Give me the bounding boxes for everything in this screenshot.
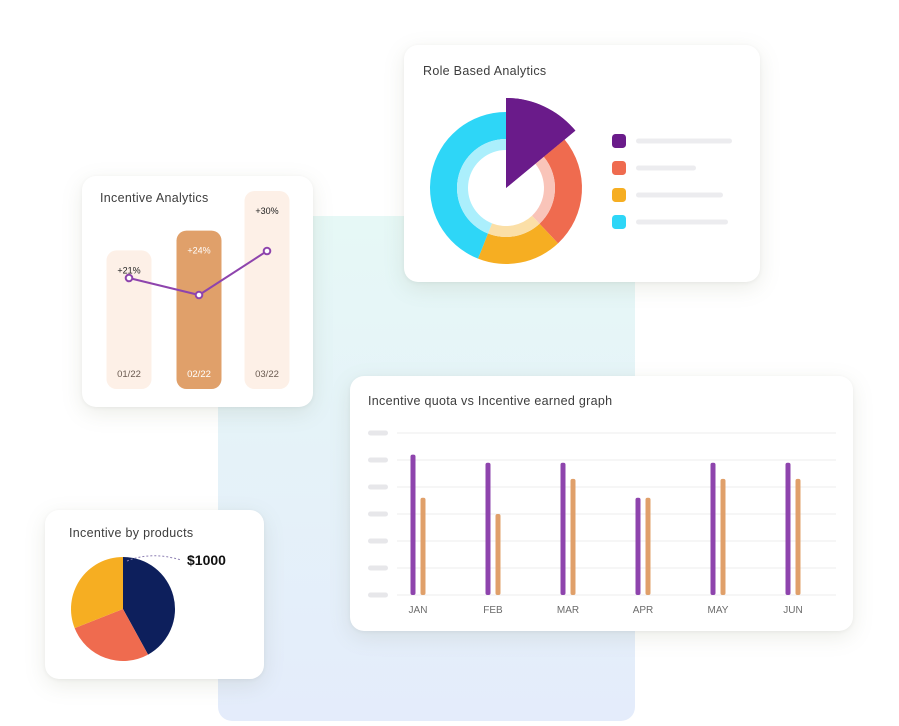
y-tick-placeholder [368,511,388,517]
role-based-title: Role Based Analytics [423,64,547,78]
y-tick-placeholder [368,592,388,598]
bar-apr-series-1 [635,497,641,595]
donut-slice [539,139,582,244]
trend-point [194,290,204,300]
bar-category-label: 02/22 [187,369,211,380]
y-tick-placeholder [368,430,388,436]
donut-inner-band [457,139,506,234]
y-tick-placeholder [368,484,388,490]
bar-jan-series-1 [410,454,416,595]
x-tick-label: FEB [483,605,503,616]
pie-slice [123,557,176,655]
incentive-analytics-title: Incentive Analytics [100,191,209,205]
y-tick-placeholder [368,565,388,571]
legend-swatch [612,134,626,148]
trend-point [124,273,134,283]
bar-category-label: 03/22 [255,369,279,380]
x-tick-label: MAR [557,605,579,616]
bar-feb-series-2 [495,514,501,595]
bar-mar-series-2 [570,478,576,595]
donut-inner-band [487,215,540,237]
incentive-analytics-chart: +21% 01/22 +24% 02/22 +30% 03/22 [106,191,290,389]
donut-slice [478,223,559,264]
pie-slice [71,557,123,629]
bar-apr-series-2 [645,497,651,595]
role-based-analytics-card: Role Based Analytics [404,45,760,282]
incentive-by-products-pie: $1000 [71,552,226,661]
x-tick-label: APR [633,605,654,616]
bar-jan-series-2 [420,497,426,595]
bar-may-series-2 [720,478,726,595]
bar-category-label: 01/22 [117,369,141,380]
quota-vs-earned-chart: JAN FEB MAR APR MAY JUN [368,430,836,616]
incentive-by-products-title: Incentive by products [69,526,194,540]
legend-placeholder-line [636,192,723,198]
legend-placeholder-line [636,219,728,225]
callout-leader-line [126,555,182,562]
legend-swatch [612,161,626,175]
quota-vs-earned-title: Incentive quota vs Incentive earned grap… [368,394,613,408]
donut-slice-exploded-top [506,98,576,188]
x-tick-label: JUN [783,605,802,616]
quota-vs-earned-card: Incentive quota vs Incentive earned grap… [350,376,853,631]
pie-callout-value: $1000 [187,552,226,568]
x-tick-label: JAN [409,605,428,616]
bar-data-label: +21% [117,265,140,275]
bar-jun-series-1 [785,462,791,595]
bar-02-22 [176,230,222,389]
pie-slice [74,609,149,661]
legend-swatch [612,215,626,229]
legend-placeholder-line [636,138,732,144]
x-tick-label: MAY [708,605,729,616]
bar-jun-series-2 [795,478,801,595]
donut-inner-band [532,156,555,224]
bar-data-label: +24% [187,246,210,256]
bar-01-22 [106,250,152,389]
bar-feb-series-1 [485,462,491,595]
legend-placeholder-line [636,165,696,171]
y-tick-placeholder [368,538,388,544]
legend-swatch [612,188,626,202]
bar-data-label: +30% [255,206,278,216]
incentive-by-products-card: Incentive by products $1000 [45,510,264,679]
incentive-analytics-card: Incentive Analytics +21% 01/22 +24% 02/22 +3… [82,176,313,407]
donut-slice [430,112,506,259]
bar-mar-series-1 [560,462,566,595]
bar-03-22 [244,191,290,389]
y-tick-placeholder [368,457,388,463]
trend-point [262,246,272,256]
role-based-donut-chart [430,98,732,264]
bar-may-series-1 [710,462,716,595]
